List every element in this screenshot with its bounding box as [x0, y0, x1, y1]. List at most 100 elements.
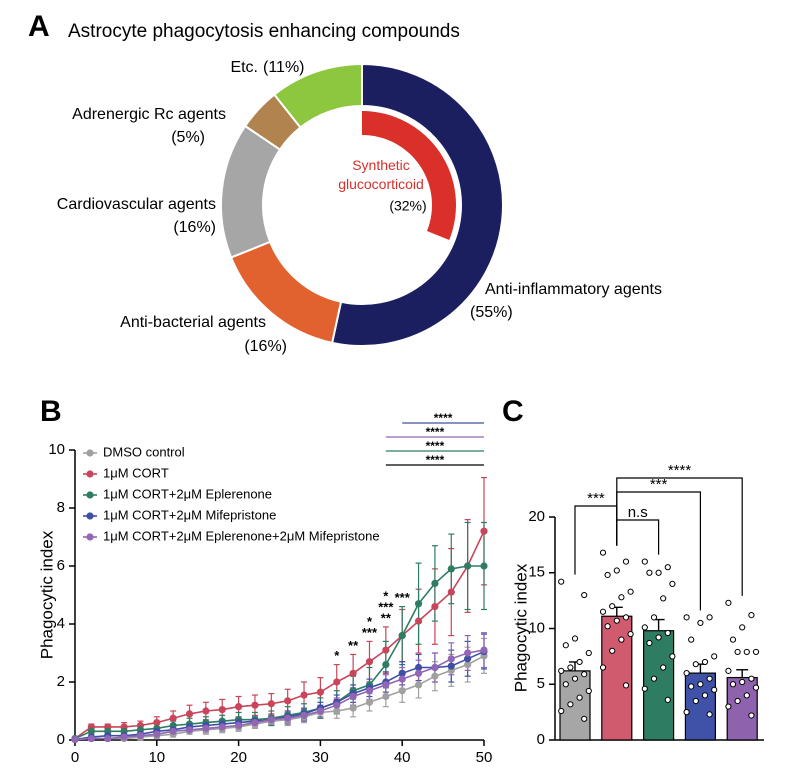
data-point	[431, 663, 439, 672]
error-bar	[652, 618, 665, 631]
data-point	[609, 647, 616, 654]
data-point	[87, 734, 95, 743]
y-tick-label: 8	[57, 499, 65, 516]
data-point	[618, 636, 625, 643]
data-point	[650, 614, 658, 621]
significance-label: ****	[426, 439, 445, 453]
significance-label: ***	[587, 490, 605, 507]
segment-label: Adrenergic Rc agents	[72, 106, 226, 123]
significance-label: ****	[434, 411, 453, 425]
data-point	[683, 614, 690, 621]
data-point	[464, 661, 472, 669]
data-point	[284, 714, 292, 722]
data-point	[153, 730, 161, 738]
significance-annotation: *	[367, 614, 373, 629]
data-point	[669, 580, 676, 588]
data-point	[599, 664, 607, 671]
data-point	[599, 608, 607, 615]
significance-label: ****	[668, 462, 692, 479]
data-point	[706, 614, 713, 621]
data-point	[739, 678, 746, 686]
data-point	[316, 688, 324, 696]
data-point	[660, 664, 667, 671]
data-point	[87, 727, 95, 735]
chart-title: Astrocyte phagocytosis enhancing compoun…	[68, 21, 460, 42]
segment-label: Etc.	[230, 59, 258, 76]
data-point	[365, 698, 374, 706]
legend-marker	[86, 512, 94, 520]
data-point	[743, 648, 750, 656]
data-point	[169, 714, 177, 722]
data-point	[585, 649, 592, 657]
legend-marker	[86, 449, 94, 457]
data-point	[688, 636, 695, 643]
data-point	[701, 692, 709, 699]
data-point	[300, 691, 308, 699]
data-point	[692, 661, 699, 668]
data-point	[153, 719, 161, 727]
data-point	[185, 726, 194, 734]
data-point	[382, 692, 390, 701]
data-point	[669, 653, 676, 660]
data-point	[431, 579, 439, 588]
data-point	[646, 639, 653, 647]
data-point	[562, 681, 569, 688]
y-axis-label: Phagocytic index	[37, 530, 56, 659]
data-point	[650, 675, 658, 682]
data-point	[349, 669, 357, 677]
legend-marker	[86, 470, 94, 478]
y-tick-label: 4	[57, 615, 65, 632]
data-point	[748, 612, 755, 619]
data-point	[104, 734, 112, 743]
significance-label: ****	[426, 453, 445, 467]
data-point	[562, 642, 569, 649]
inner-value-label: (32%)	[389, 198, 426, 214]
data-point	[447, 662, 455, 670]
y-tick-label: 15	[528, 564, 545, 581]
data-point	[300, 711, 308, 719]
significance-bracket	[616, 519, 660, 555]
significance-label: ***	[650, 476, 668, 493]
data-point	[576, 658, 583, 666]
y-tick-label: 10	[48, 441, 65, 458]
data-point	[414, 681, 423, 689]
data-point	[627, 630, 634, 638]
data-point	[414, 617, 423, 625]
data-point	[333, 701, 341, 709]
error-bar	[736, 669, 749, 678]
data-point	[725, 703, 732, 710]
data-point	[464, 649, 472, 657]
data-point	[169, 727, 177, 735]
x-tick-label: 20	[230, 749, 247, 766]
segment-value-label: (16%)	[173, 219, 216, 236]
x-tick-label: 10	[148, 749, 165, 766]
data-point	[655, 569, 662, 576]
inner-label: Synthetic glucocorticoid	[338, 157, 424, 192]
significance-annotation: **	[348, 638, 359, 653]
donut-segment	[272, 62, 363, 129]
data-point	[349, 692, 357, 701]
series-line	[74, 565, 484, 740]
bar	[601, 615, 633, 741]
data-point	[697, 619, 704, 627]
data-point	[251, 701, 259, 709]
data-point	[734, 697, 741, 705]
significance-annotation: ***	[378, 599, 394, 614]
data-point	[316, 707, 324, 715]
data-point	[609, 603, 616, 610]
y-axis-label: Phagocytic index	[511, 563, 530, 692]
data-point	[398, 632, 406, 640]
data-point	[752, 684, 760, 691]
significance-annotation: *	[383, 588, 389, 603]
bar	[642, 630, 675, 741]
data-point	[641, 558, 648, 565]
data-point	[480, 646, 488, 654]
data-point	[447, 565, 455, 573]
data-point	[641, 624, 648, 631]
data-point	[618, 594, 625, 601]
inner-segment	[362, 111, 456, 240]
data-point	[646, 569, 653, 576]
data-point	[218, 705, 226, 714]
data-point	[349, 704, 357, 712]
data-point	[581, 671, 588, 678]
